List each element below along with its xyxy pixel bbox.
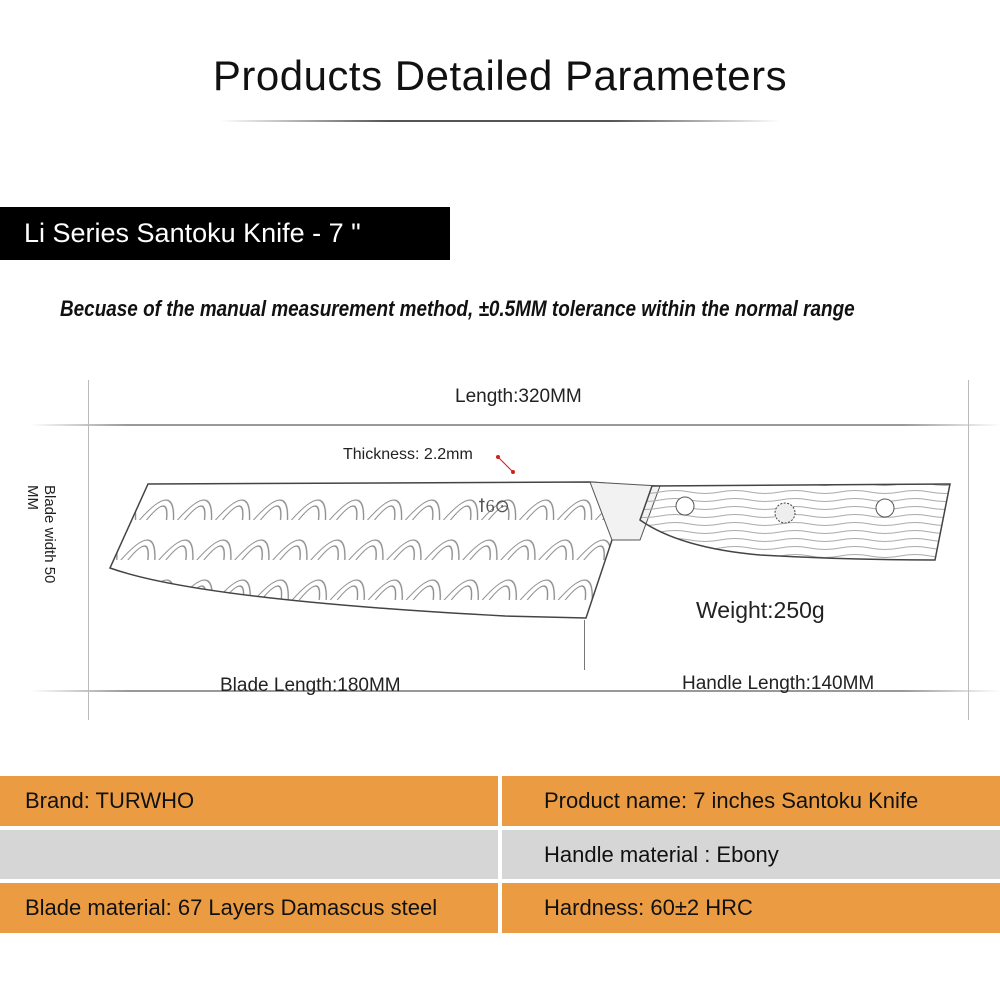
table-row: Blade material: 67 Layers Damascus steel… xyxy=(0,883,1000,933)
page-title: Products Detailed Parameters xyxy=(212,52,788,99)
empty-cell xyxy=(0,830,498,879)
handle-material-cell: Handle material : Ebony xyxy=(502,830,1000,879)
blade-length-label: Blade Length:180MM xyxy=(220,675,401,696)
weight-label: Weight:250g xyxy=(696,597,825,623)
thickness-label: Thickness: 2.2mm xyxy=(343,446,473,463)
blade-width-label: Blade width 50 MM xyxy=(24,485,58,584)
rivet-logo-icon xyxy=(774,502,796,524)
blade-material-cell: Blade material: 67 Layers Damascus steel xyxy=(0,883,498,933)
dimension-line-left xyxy=(88,380,89,720)
handle-length-label: Handle Length:140MM xyxy=(682,673,875,694)
product-name-cell: Product name: 7 inches Santoku Knife xyxy=(502,776,1000,826)
length-label: Length:320MM xyxy=(455,386,582,407)
blade-logo: ꝉ6⊙ xyxy=(478,496,510,516)
handle-icon xyxy=(639,483,951,561)
tolerance-note: Becuase of the manual measurement method… xyxy=(60,296,855,321)
table-row: Handle material : Ebony xyxy=(0,830,1000,879)
title-divider xyxy=(220,120,780,122)
dimension-line-right xyxy=(968,380,969,720)
hardness-cell: Hardness: 60±2 HRC xyxy=(502,883,1000,933)
product-label: Li Series Santoku Knife - 7 " xyxy=(0,207,450,260)
blade-icon xyxy=(108,481,642,619)
blade-handle-divider xyxy=(584,620,585,670)
brand-cell: Brand: TURWHO xyxy=(0,776,498,826)
dimension-line-top xyxy=(30,424,1000,426)
thickness-pointer xyxy=(497,456,514,473)
table-row: Brand: TURWHO Product name: 7 inches San… xyxy=(0,776,1000,826)
dimension-line-bottom xyxy=(30,690,1000,692)
